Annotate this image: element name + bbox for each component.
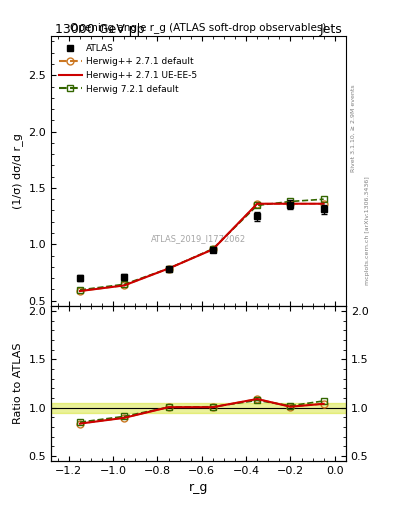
Y-axis label: (1/σ) dσ/d r_g: (1/σ) dσ/d r_g	[12, 133, 23, 209]
Text: Rivet 3.1.10, ≥ 2.9M events: Rivet 3.1.10, ≥ 2.9M events	[351, 84, 356, 172]
Text: mcplots.cern.ch [arXiv:1306.3436]: mcplots.cern.ch [arXiv:1306.3436]	[365, 176, 370, 285]
Bar	[51, 403, 346, 413]
Legend: ATLAS, Herwig++ 2.7.1 default, Herwig++ 2.7.1 UE-EE-5, Herwig 7.2.1 default: ATLAS, Herwig++ 2.7.1 default, Herwig++ …	[55, 40, 201, 97]
Text: ATLAS_2019_I1772062: ATLAS_2019_I1772062	[151, 234, 246, 243]
Text: 13000 GeV pp: 13000 GeV pp	[55, 23, 145, 36]
Text: Jets: Jets	[319, 23, 342, 36]
Title: Opening angle r_g (ATLAS soft-drop observables): Opening angle r_g (ATLAS soft-drop obser…	[70, 23, 327, 33]
X-axis label: r_g: r_g	[189, 481, 208, 494]
Y-axis label: Ratio to ATLAS: Ratio to ATLAS	[13, 343, 23, 424]
